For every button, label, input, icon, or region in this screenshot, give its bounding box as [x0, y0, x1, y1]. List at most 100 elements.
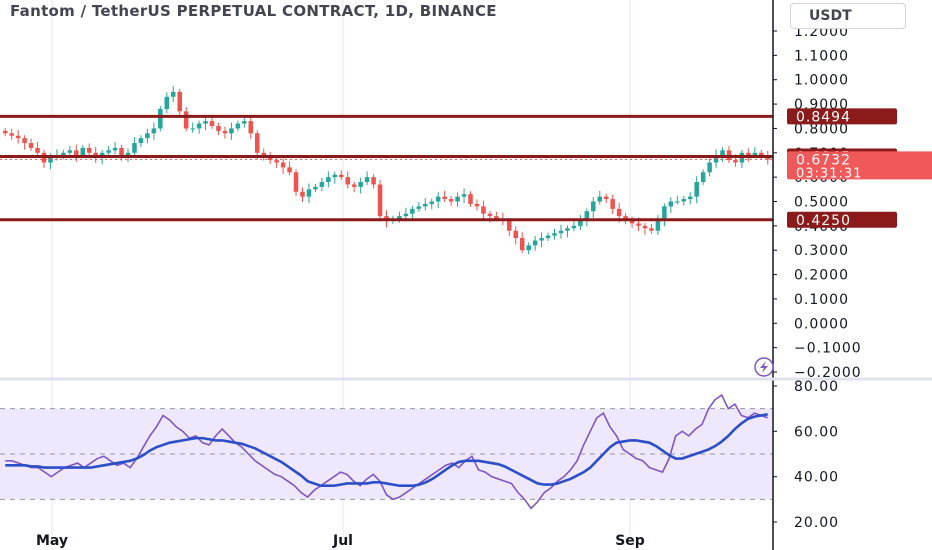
candle: [610, 194, 615, 215]
candle-body: [151, 128, 157, 134]
candle: [164, 92, 170, 114]
candle: [22, 135, 27, 150]
candle: [351, 181, 357, 193]
candle-body: [578, 220, 583, 226]
candle-body: [687, 196, 693, 200]
candle-body: [532, 240, 538, 246]
candle-body: [565, 228, 570, 231]
candle-body: [132, 143, 137, 153]
currency-selector[interactable]: USDT: [790, 3, 906, 29]
candle-body: [222, 130, 228, 134]
candle-body: [351, 184, 357, 187]
candle: [293, 169, 299, 196]
candle-body: [636, 223, 641, 226]
candle: [339, 170, 344, 181]
candle: [558, 224, 564, 239]
rsi-band-fill: [0, 408, 773, 500]
candle: [578, 215, 583, 230]
candle: [649, 223, 654, 234]
candle: [248, 115, 254, 139]
candle: [687, 192, 693, 205]
candle-body: [571, 225, 577, 229]
candle-body: [2, 130, 8, 134]
candle-body: [345, 177, 350, 185]
candle: [694, 176, 699, 204]
candle-body: [306, 189, 312, 197]
candle-body: [649, 228, 654, 231]
price-tick-label: 0.2000: [794, 268, 849, 284]
candle-body: [474, 203, 480, 207]
candle-body: [28, 143, 34, 148]
candle-body: [274, 160, 279, 163]
candle-body: [15, 135, 21, 139]
level-badge: [787, 108, 897, 125]
candle-body: [616, 208, 622, 217]
candle: [196, 120, 202, 134]
candle-body: [377, 184, 383, 217]
candle: [675, 195, 680, 205]
candle: [145, 128, 150, 144]
candle-body: [423, 203, 428, 207]
candle-body: [416, 206, 422, 209]
level-badge: [787, 211, 897, 228]
candle-body: [209, 121, 215, 126]
candle: [9, 128, 14, 140]
candle: [138, 135, 144, 148]
candle: [468, 191, 473, 207]
candle-body: [655, 220, 661, 231]
price-pane[interactable]: [2, 86, 771, 255]
countdown-label: 03:31:31: [796, 166, 862, 181]
lightning-icon[interactable]: [754, 357, 774, 377]
candle: [416, 201, 422, 212]
candle: [170, 86, 176, 103]
candle-body: [507, 220, 512, 231]
horizontal-levels[interactable]: [0, 114, 773, 222]
candle: [371, 174, 376, 189]
candle: [681, 196, 687, 206]
candle: [442, 190, 447, 202]
candle: [235, 120, 241, 132]
candle-body: [733, 160, 738, 163]
candle: [539, 232, 544, 248]
candle: [552, 228, 557, 240]
candle: [481, 200, 486, 220]
candle-body: [280, 162, 286, 168]
candle-body: [707, 162, 712, 173]
candle: [726, 145, 732, 164]
candle: [565, 225, 570, 238]
candle: [571, 221, 577, 232]
candle-body: [216, 125, 221, 131]
rsi-tick-label: 60.00: [794, 424, 839, 440]
candle: [313, 183, 318, 193]
candle-body: [254, 133, 260, 153]
candle: [119, 144, 124, 161]
rsi-line: [5, 393, 768, 510]
candle-body: [35, 147, 40, 153]
candle: [448, 196, 454, 206]
candle: [261, 148, 266, 161]
candle: [300, 187, 305, 202]
price-tick-label: 0.0000: [794, 316, 849, 332]
candle-body: [138, 138, 144, 144]
price-tick-label: −0.2000: [794, 365, 862, 381]
candle-body: [429, 201, 434, 204]
candle: [358, 177, 363, 194]
candle: [280, 158, 286, 174]
candle-body: [746, 152, 751, 156]
candle: [519, 232, 525, 254]
candle: [513, 226, 519, 245]
candle-body: [190, 128, 195, 130]
candle-body: [9, 133, 14, 136]
candle: [603, 193, 609, 204]
candle-body: [364, 177, 370, 183]
candle: [364, 171, 370, 185]
price-tick-label: 1.1000: [794, 48, 849, 64]
candle-body: [629, 220, 635, 224]
candle-body: [455, 196, 460, 202]
price-tick-label: −0.1000: [794, 341, 862, 357]
candle: [461, 188, 467, 204]
rsi-pane[interactable]: [0, 393, 773, 510]
candle: [2, 127, 8, 137]
candle-body: [300, 191, 305, 197]
